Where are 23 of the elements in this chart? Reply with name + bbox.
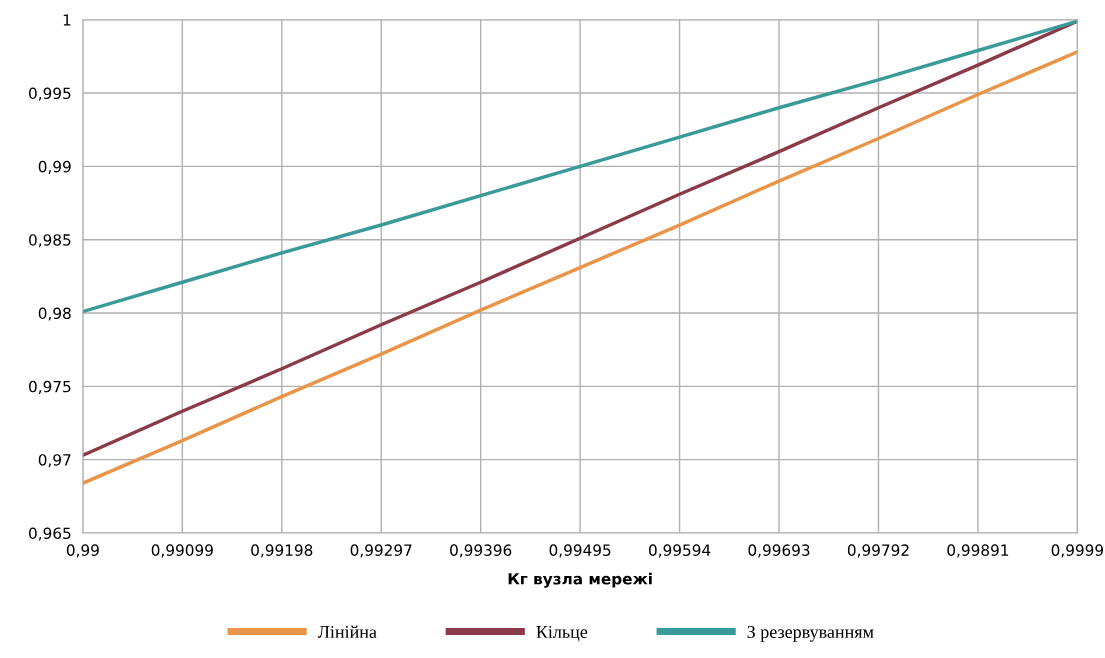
legend-label: З резервуванням (747, 625, 874, 642)
y-tick-label: 1 (63, 14, 71, 26)
y-tick-label: 0,97 (38, 454, 71, 468)
x-tick-label: 0,9999 (1051, 544, 1104, 558)
y-tick-label: 0,985 (29, 234, 71, 248)
x-tick-label: 0,99891 (947, 544, 1009, 558)
y-tick-label: 0,975 (29, 380, 71, 394)
x-tick-label: 0,99396 (450, 544, 512, 558)
x-axis-title: Кг вузла мережі (508, 572, 652, 588)
legend-label: Кільце (536, 625, 588, 642)
x-tick-label: 0,99693 (748, 544, 810, 558)
y-tick-label: 0,995 (29, 87, 71, 101)
x-tick-label: 0,99594 (648, 544, 711, 558)
x-tick-label: 0,99495 (549, 544, 611, 558)
y-tick-label: 0,965 (29, 527, 71, 541)
y-tick-label: 0,98 (38, 307, 71, 321)
x-tick-label: 0,99198 (251, 544, 313, 558)
x-tick-label: 0,99 (66, 544, 99, 558)
x-tick-label: 0,99792 (847, 544, 909, 558)
y-tick-label: 0,99 (38, 160, 71, 174)
x-tick-label: 0,99099 (151, 544, 213, 558)
legend-label: Лінійна (317, 625, 377, 639)
x-tick-label: 0,99297 (350, 544, 412, 558)
